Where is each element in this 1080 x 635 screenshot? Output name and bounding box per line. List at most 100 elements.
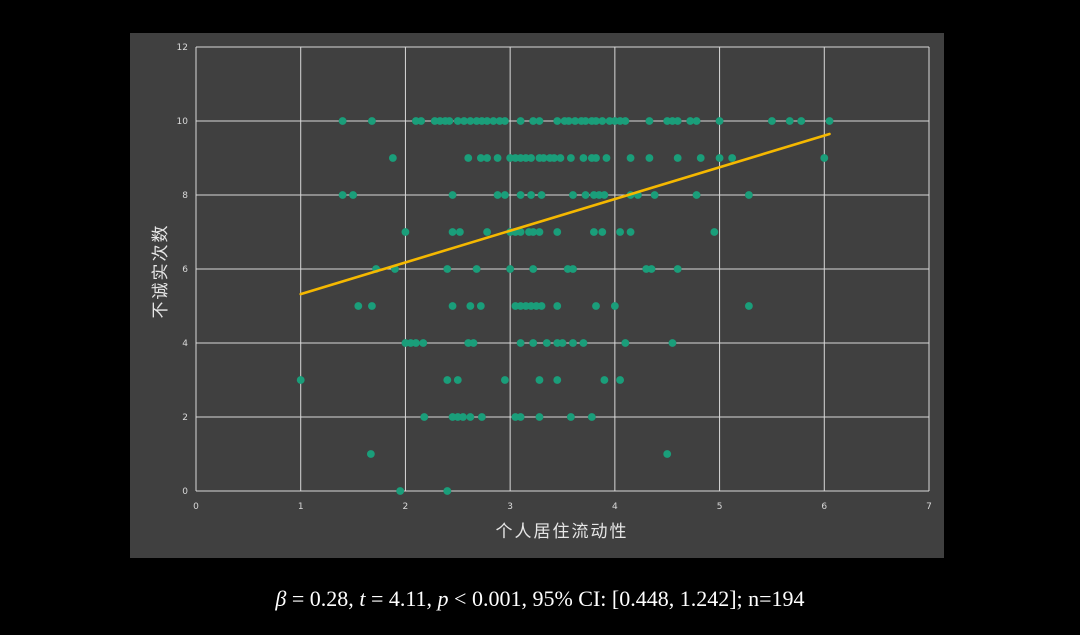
data-point: [825, 117, 834, 125]
data-point: [516, 191, 525, 199]
data-point: [349, 191, 357, 199]
data-point: [448, 191, 457, 199]
data-point: [569, 339, 577, 347]
data-point: [592, 154, 600, 162]
data-point: [621, 117, 630, 125]
trendline: [299, 132, 831, 296]
data-point: [501, 191, 509, 199]
data-point: [448, 228, 457, 236]
data-point: [590, 228, 598, 236]
data-point: [610, 302, 619, 310]
data-point: [445, 117, 454, 125]
data-point: [516, 413, 525, 421]
data-point: [466, 413, 475, 421]
data-point: [366, 450, 375, 458]
data-point: [602, 154, 611, 162]
data-point: [539, 154, 548, 162]
trendline-group: [299, 132, 831, 296]
data-point: [489, 117, 498, 125]
data-point: [647, 265, 656, 273]
data-point: [443, 487, 452, 495]
data-point: [535, 228, 544, 236]
data-point: [553, 117, 562, 125]
t-symbol: t: [359, 586, 366, 611]
data-point: [401, 228, 410, 236]
data-point: [553, 228, 562, 236]
data-point: [388, 154, 397, 162]
data-point: [368, 117, 376, 125]
data-point: [566, 154, 575, 162]
data-point: [469, 339, 478, 347]
data-point: [493, 191, 502, 199]
data-point: [535, 413, 544, 421]
data-point: [459, 413, 467, 421]
data-point: [558, 339, 567, 347]
beta-symbol: β: [275, 586, 287, 611]
data-point: [626, 228, 635, 236]
x-tick-label-3: 3: [507, 502, 513, 512]
data-point: [501, 376, 509, 384]
data-point: [785, 117, 794, 125]
grid-lines: [195, 46, 930, 492]
data-point: [692, 191, 701, 199]
data-point: [692, 117, 701, 125]
x-tick-label-2: 2: [403, 502, 409, 512]
data-point: [527, 191, 535, 199]
data-point: [696, 154, 705, 162]
data-point: [744, 302, 753, 310]
data-point: [592, 117, 600, 125]
x-tick-label-7: 7: [926, 502, 932, 512]
data-point: [527, 154, 535, 162]
data-point: [556, 154, 565, 162]
data-point: [564, 117, 573, 125]
data-point: [537, 191, 546, 199]
p-value-ci-n: < 0.001, 95% CI: [0.448, 1.242]; n=194: [448, 586, 805, 611]
data-point: [448, 302, 457, 310]
data-point: [616, 228, 624, 236]
x-axis-title: 个人居住流动性: [496, 522, 629, 542]
stats-caption: β = 0.28, t = 4.11, p < 0.001, 95% CI: […: [0, 586, 1080, 612]
data-point: [529, 117, 538, 125]
y-tick-label-4: 4: [182, 339, 188, 349]
data-point: [621, 339, 630, 347]
data-point: [581, 117, 590, 125]
beta-value: = 0.28,: [286, 586, 360, 611]
data-point: [715, 117, 724, 125]
data-point: [710, 228, 719, 236]
data-point: [542, 339, 551, 347]
data-point: [483, 117, 492, 125]
data-point: [493, 154, 502, 162]
data-point: [443, 376, 452, 384]
y-axis-title: 不诚实次数: [151, 224, 171, 319]
data-point: [338, 117, 347, 125]
data-point: [598, 228, 607, 236]
data-point: [626, 154, 635, 162]
data-point: [466, 302, 475, 310]
data-point: [650, 191, 659, 199]
data-point: [368, 302, 376, 310]
data-point: [466, 117, 475, 125]
data-point: [581, 191, 590, 199]
data-point: [537, 302, 546, 310]
data-point: [535, 376, 544, 384]
data-point: [535, 117, 544, 125]
data-point: [598, 117, 607, 125]
data-point: [516, 228, 525, 236]
data-point: [419, 339, 428, 347]
data-point: [455, 228, 464, 236]
data-point: [673, 265, 682, 273]
data-point: [412, 339, 420, 347]
data-point: [529, 228, 538, 236]
x-tick-label-1: 1: [298, 502, 304, 512]
data-point: [354, 302, 363, 310]
data-point: [768, 117, 776, 125]
x-axis-ticks: 0 1 2 3 4 5 6 7: [193, 502, 932, 512]
data-point: [529, 339, 538, 347]
x-tick-label-5: 5: [717, 502, 723, 512]
y-tick-label-10: 10: [177, 117, 189, 127]
data-point: [501, 117, 509, 125]
data-point: [472, 265, 481, 273]
p-symbol: p: [437, 586, 449, 611]
data-point: [579, 339, 588, 347]
